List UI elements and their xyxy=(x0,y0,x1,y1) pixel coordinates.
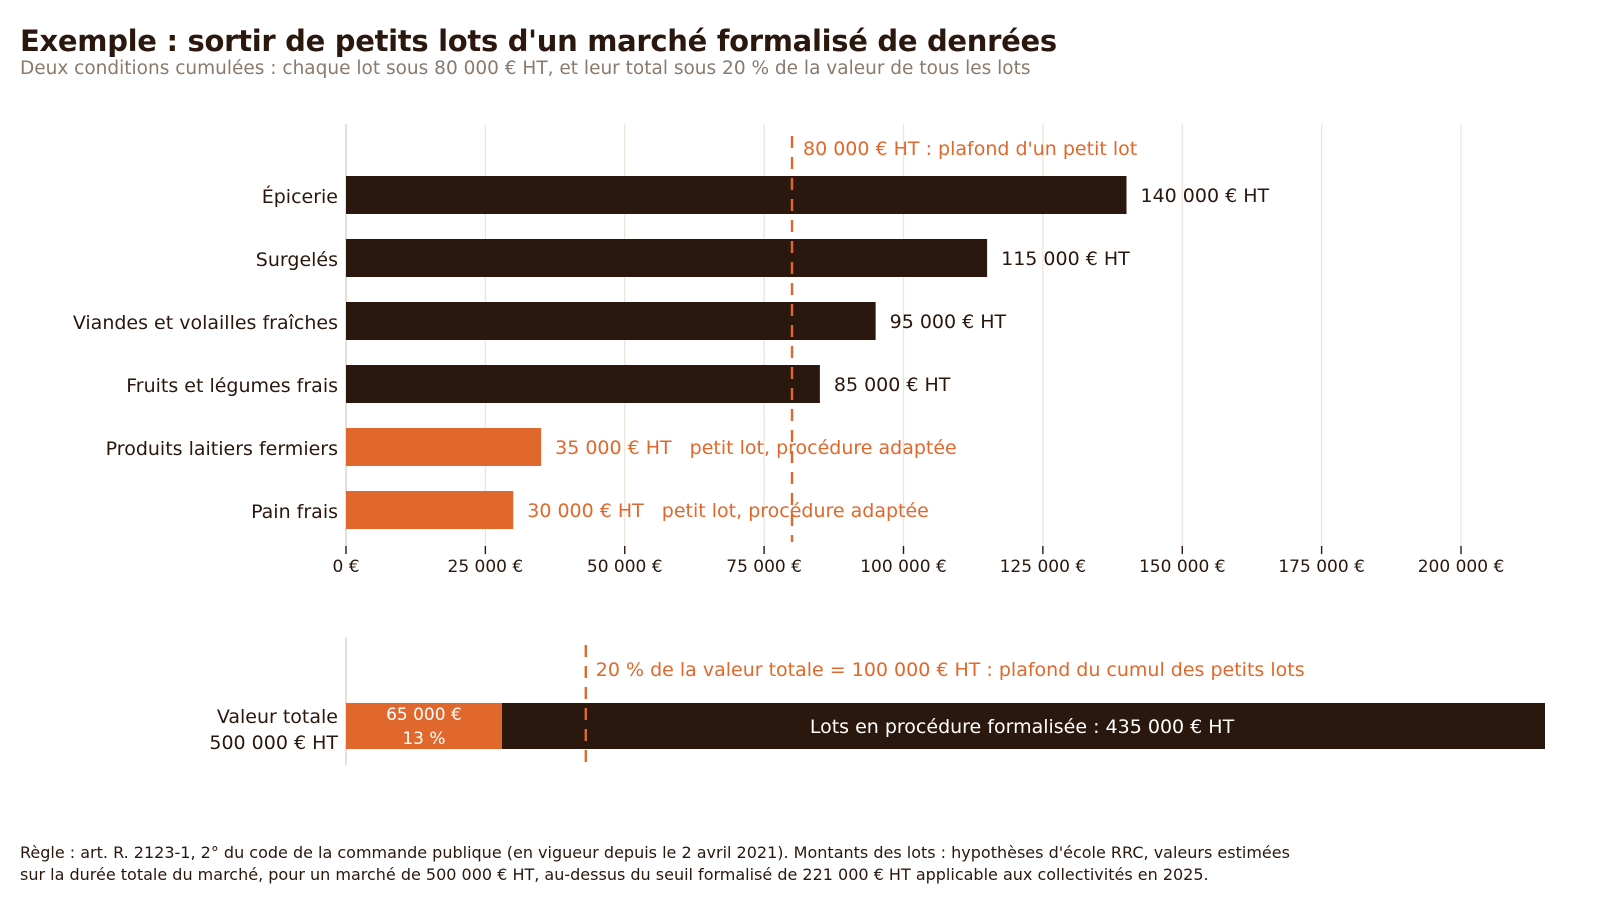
value-label: 30 000 € HT xyxy=(527,500,644,522)
segment-label: 13 % xyxy=(402,729,445,749)
bar xyxy=(346,302,876,340)
footnote: Règle : art. R. 2123-1, 2° du code de la… xyxy=(20,842,1540,886)
value-label: 35 000 € HT xyxy=(555,437,672,459)
annotation-label: petit lot, procédure adaptée xyxy=(690,437,957,459)
x-tick-label: 125 000 € xyxy=(1000,557,1087,577)
threshold-label-total: 20 % de la valeur totale = 100 000 € HT … xyxy=(596,659,1305,681)
category-label: Fruits et légumes frais xyxy=(126,375,338,397)
footnote-line: Règle : art. R. 2123-1, 2° du code de la… xyxy=(20,843,1290,862)
x-tick-label: 25 000 € xyxy=(448,557,524,577)
x-tick-label: 150 000 € xyxy=(1139,557,1226,577)
bar xyxy=(346,239,988,277)
stacked-segment xyxy=(501,703,1545,749)
category-label: Produits laitiers fermiers xyxy=(106,438,338,460)
bar xyxy=(346,428,542,466)
category-label: Pain frais xyxy=(251,501,338,523)
chart-subtitle: Deux conditions cumulées : chaque lot so… xyxy=(20,58,1031,79)
total-category-label: Valeur totale xyxy=(217,706,338,728)
x-tick-label: 100 000 € xyxy=(860,557,947,577)
segment-label: 65 000 € xyxy=(386,705,462,725)
value-label: 115 000 € HT xyxy=(1001,248,1130,270)
x-tick-label: 75 000 € xyxy=(726,557,802,577)
bar xyxy=(346,176,1127,214)
threshold-label: 80 000 € HT : plafond d'un petit lot xyxy=(803,138,1137,160)
category-label: Surgelés xyxy=(256,249,338,271)
total-category-label: 500 000 € HT xyxy=(209,732,338,754)
annotation-label: petit lot, procédure adaptée xyxy=(662,500,929,522)
x-tick-label: 175 000 € xyxy=(1278,557,1365,577)
segment-label: Lots en procédure formalisée : 435 000 €… xyxy=(810,716,1235,738)
category-label: Viandes et volailles fraîches xyxy=(73,312,338,334)
category-label: Épicerie xyxy=(262,185,338,208)
bar xyxy=(346,491,514,529)
footnote-line: sur la durée totale du marché, pour un m… xyxy=(20,865,1209,884)
x-tick-label: 0 € xyxy=(332,557,359,577)
x-tick-label: 200 000 € xyxy=(1418,557,1505,577)
x-tick-label: 50 000 € xyxy=(587,557,663,577)
value-label: 95 000 € HT xyxy=(890,311,1007,333)
value-label: 85 000 € HT xyxy=(834,374,951,396)
value-label: 140 000 € HT xyxy=(1141,185,1270,207)
stacked-segment xyxy=(346,703,502,749)
bar xyxy=(346,365,820,403)
chart-title: Exemple : sortir de petits lots d'un mar… xyxy=(20,24,1057,58)
